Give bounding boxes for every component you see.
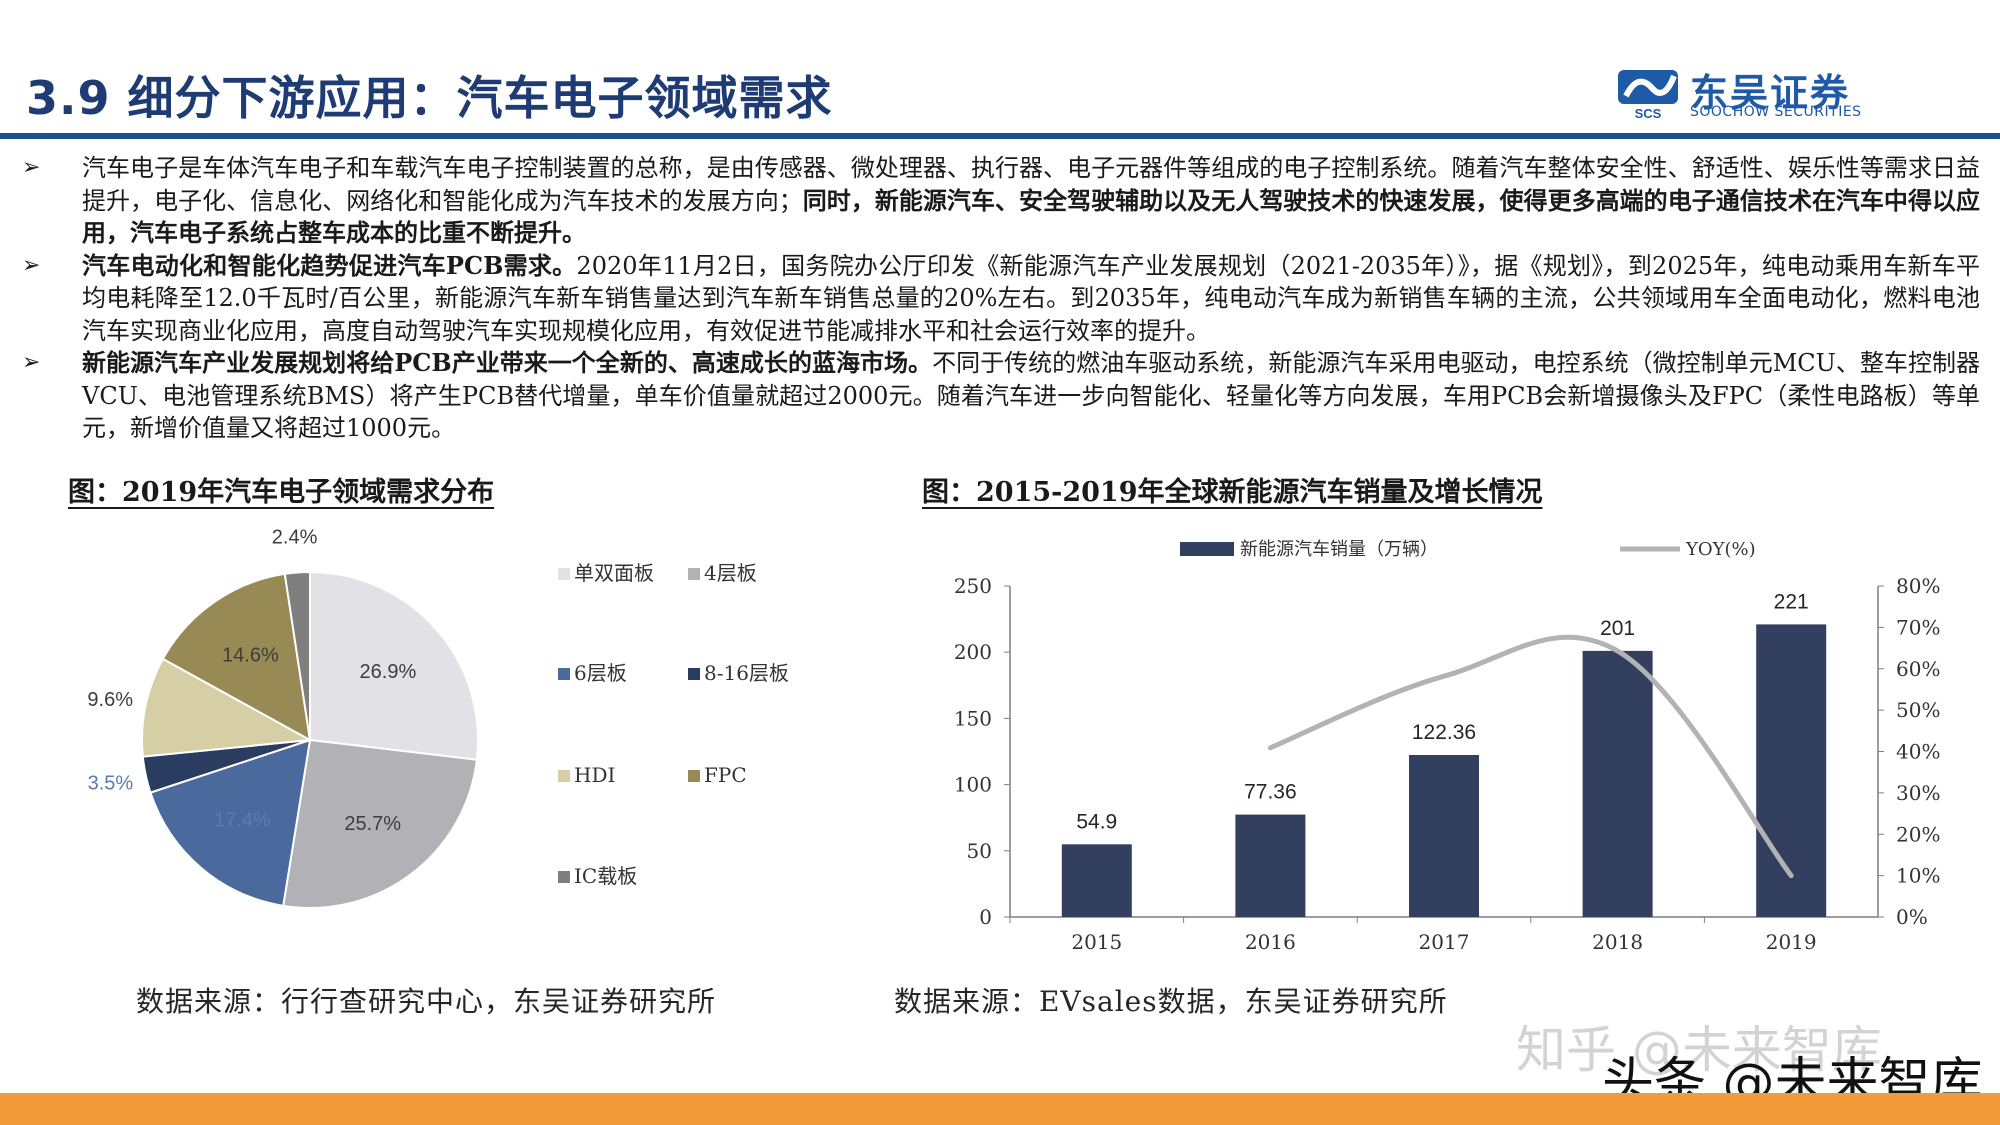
bullet-item-2: ➢ 汽车电动化和智能化趋势促进汽车PCB需求。2020年11月2日，国务院办公厅…: [22, 250, 1980, 348]
bar-line-chart: 0 50 100 150 200 250 0% 10% 20% 30% 40% 50% 60% 70% 80…: [954, 539, 1941, 954]
arrow-bullet-icon: ➢: [22, 350, 41, 375]
bar: [1061, 844, 1132, 917]
pie-data-label: 2.4%: [272, 527, 318, 549]
pie-slice: [309, 570, 479, 761]
bar-data-label: 54.9: [1076, 810, 1117, 833]
legend-swatch: [558, 871, 570, 883]
legend-label: 4层板: [704, 561, 757, 585]
legend-swatch: [558, 568, 570, 580]
bullet-1-bold: 同时，新能源汽车、安全驾驶辅助以及无人驾驶技术的快速发展，使得更多高端的电子通信…: [82, 185, 1981, 248]
y2-tick-label: 20%: [1896, 822, 1940, 846]
legend-label: IC载板: [574, 864, 637, 888]
legend-swatch: [558, 668, 570, 680]
bullet-item-3: ➢ 新能源汽车产业发展规划将给PCB产业带来一个全新的、高速成长的蓝海市场。不同…: [22, 347, 1980, 445]
bullet-item-1: ➢ 汽车电子是车体汽车电子和车载汽车电子控制装置的总称，是由传感器、微处理器、执…: [22, 152, 1980, 250]
pie-data-label: 9.6%: [87, 689, 133, 711]
y2-tick-label: 30%: [1896, 781, 1940, 805]
x-tick-label: 2018: [1592, 930, 1643, 954]
logo-english-name: SOOCHOW SECURITIES: [1690, 104, 1862, 120]
legend-label: HDI: [574, 763, 615, 787]
pie-chart: 26.9% 25.7% 17.4% 3.5% 9.6% 14.6% 2.4% 单双面板 4层板 6…: [87, 527, 789, 909]
bullet-list: ➢ 汽车电子是车体汽车电子和车载汽车电子控制装置的总称，是由传感器、微处理器、执…: [22, 152, 1980, 445]
pie-slice: [161, 572, 312, 742]
y2-tick-label: 80%: [1896, 574, 1940, 598]
pie-figure-title: 图：2019年汽车电子领域需求分布: [68, 477, 495, 508]
pie-data-label: 14.6%: [222, 645, 279, 667]
pie-data-label: 3.5%: [88, 772, 134, 794]
pie-data-source: 数据来源：行行查研究中心，东吴证券研究所: [136, 985, 717, 1018]
header-divider: [0, 133, 2000, 139]
bar-data-label: 201: [1600, 617, 1635, 640]
zhihu-watermark: 知乎 @未来智库: [1516, 1021, 1882, 1079]
bar-data-label: 122.36: [1412, 721, 1476, 744]
bar-data-source: 数据来源：EVsales数据，东吴证券研究所: [894, 985, 1448, 1018]
legend-swatch: [688, 668, 700, 680]
pie-slice: [283, 570, 311, 741]
bar: [1235, 814, 1306, 917]
legend-label: 单双面板: [574, 561, 654, 585]
y2-tick-label: 70%: [1896, 615, 1940, 639]
page-header: 3.9 细分下游应用：汽车电子领域需求 SCS 东吴证券 SOOCHOW SEC…: [0, 0, 2000, 140]
arrow-bullet-icon: ➢: [22, 252, 41, 278]
pie-slice: [149, 738, 312, 907]
footer-bar: [0, 1093, 2000, 1125]
bullet-1-text: 汽车电子是车体汽车电子和车载汽车电子控制装置的总称，是由传感器、微处理器、执行器…: [82, 154, 1980, 215]
bar: [1582, 650, 1653, 917]
y-tick-label: 250: [954, 574, 992, 598]
legend-swatch-bar: [1180, 542, 1234, 556]
logo-mark-text: SCS: [1635, 106, 1662, 120]
bullet-2-text: 2020年11月2日，国务院办公厅印发《新能源汽车产业发展规划（2021-203…: [82, 251, 1981, 345]
x-tick-label: 2019: [1766, 930, 1817, 954]
y-tick-label: 50: [967, 839, 992, 863]
bullet-3-bold: 新能源汽车产业发展规划将给PCB产业带来一个全新的、高速成长的蓝海市场。: [82, 348, 933, 377]
legend-swatch: [688, 770, 700, 782]
bar: [1756, 624, 1827, 917]
y2-tick-label: 60%: [1896, 657, 1940, 681]
yoy-line: [1267, 634, 1794, 879]
pie-data-label: 17.4%: [214, 809, 271, 831]
legend-label: 8-16层板: [704, 661, 789, 685]
bar-data-label: 221: [1774, 590, 1809, 613]
y-tick-label: 150: [954, 706, 992, 730]
logo-mark-icon: SCS: [1618, 70, 1678, 120]
legend-label: 6层板: [574, 661, 627, 685]
y2-tick-label: 10%: [1896, 864, 1940, 888]
y2-tick-label: 50%: [1896, 698, 1940, 722]
bullet-3-text: 不同于传统的燃油车驱动系统，新能源汽车采用电驱动，电控系统（微控制单元MCU、整…: [82, 349, 1980, 442]
page-title: 3.9 细分下游应用：汽车电子领域需求: [26, 71, 833, 125]
pie-data-label: 26.9%: [360, 661, 417, 683]
x-tick-label: 2017: [1419, 930, 1470, 954]
legend-label-line: YOY(%): [1685, 539, 1756, 560]
x-tick-label: 2015: [1071, 930, 1122, 954]
legend-label-bar: 新能源汽车销量（万辆）: [1240, 539, 1438, 560]
y-tick-label: 100: [954, 773, 992, 797]
pie-data-label: 25.7%: [344, 813, 401, 835]
y-tick-label: 200: [954, 640, 992, 664]
y2-tick-label: 0%: [1896, 905, 1928, 929]
y2-tick-label: 40%: [1896, 740, 1940, 764]
pie-slice: [141, 657, 314, 758]
y-tick-label: 0: [979, 905, 992, 929]
company-logo: SCS 东吴证券 SOOCHOW SECURITIES: [1618, 66, 1898, 122]
logo-chinese-name: 东吴证券: [1690, 71, 1851, 115]
x-tick-label: 2016: [1245, 930, 1296, 954]
bar-figure-title: 图：2015-2019年全球新能源汽车销量及增长情况: [922, 477, 1543, 508]
legend-label: FPC: [704, 763, 747, 787]
pie-slice: [282, 738, 478, 909]
bar-data-label: 77.36: [1244, 781, 1297, 804]
bar: [1409, 754, 1479, 917]
legend-swatch: [688, 568, 700, 580]
legend-swatch: [558, 770, 570, 782]
bullet-2-bold: 汽车电动化和智能化趋势促进汽车PCB需求。: [82, 250, 577, 280]
arrow-bullet-icon: ➢: [22, 155, 41, 180]
